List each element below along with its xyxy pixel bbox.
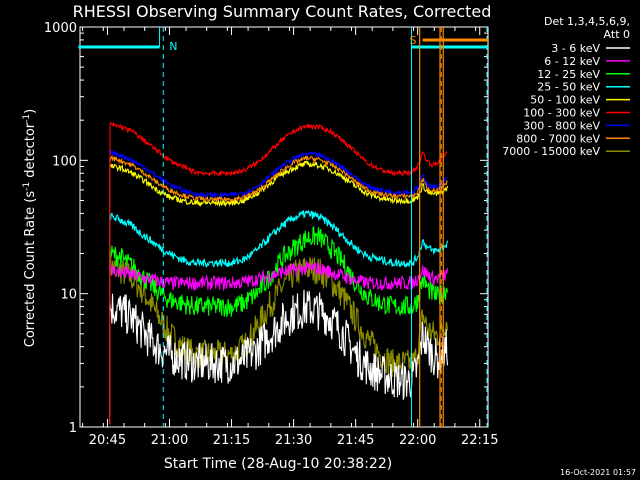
legend-label: 100 - 300 keV: [523, 107, 600, 120]
series-line: [109, 254, 449, 425]
y-axis-label: Corrected Count Rate (s-1 detector-1): [22, 109, 38, 347]
legend-label: 300 - 800 keV: [523, 119, 600, 132]
chart-title: RHESSI Observing Summary Count Rates, Co…: [73, 2, 492, 21]
x-tick-label: 21:15: [213, 433, 250, 448]
series-line: [109, 154, 448, 425]
y-tick-label: 1: [69, 421, 77, 436]
series-line: [109, 226, 449, 425]
legend-header-1: Det 1,3,4,5,6,9,: [544, 15, 630, 28]
y-axis-label-sup1: -1: [22, 182, 32, 191]
x-tick-label: 22:00: [399, 433, 436, 448]
y-tick-label: 1000: [44, 21, 77, 36]
x-tick-label: 20:45: [89, 433, 126, 448]
plot-frame: [79, 26, 489, 428]
series-line: [109, 260, 449, 425]
series-line: [109, 121, 448, 425]
legend-label: 800 - 7000 keV: [516, 132, 600, 145]
night-label: N: [169, 40, 177, 53]
legend-label: 50 - 100 keV: [530, 94, 600, 107]
legend-header-2: Att 0: [604, 28, 630, 41]
y-axis-label-mid: detector: [23, 122, 38, 182]
y-axis-label-end: ): [23, 109, 38, 114]
x-tick-label: 21:00: [151, 433, 188, 448]
saa-label: S: [409, 34, 416, 47]
footer-timestamp: 16-Oct-2021 01:57: [560, 468, 636, 477]
legend-label: 12 - 25 keV: [537, 68, 600, 81]
x-tick-label: 21:30: [275, 433, 312, 448]
legend-label: 3 - 6 keV: [551, 42, 600, 55]
x-tick-label: 21:45: [337, 433, 374, 448]
legend-label: 6 - 12 keV: [544, 55, 600, 68]
legend-label: 25 - 50 keV: [537, 81, 600, 94]
y-tick-label: 100: [52, 154, 77, 169]
series-line: [109, 149, 448, 425]
y-axis-label-sup2: -1: [22, 114, 32, 123]
x-tick-label: 22:15: [461, 433, 498, 448]
y-tick-label: 10: [60, 288, 77, 303]
legend-label: 7000 - 15000 keV: [502, 145, 600, 158]
series-line: [109, 160, 449, 425]
series-line: [109, 209, 449, 425]
y-axis-label-main: Corrected Count Rate (s: [23, 191, 38, 348]
series-line: [109, 289, 449, 425]
x-axis-label: Start Time (28-Aug-10 20:38:22): [164, 456, 392, 472]
